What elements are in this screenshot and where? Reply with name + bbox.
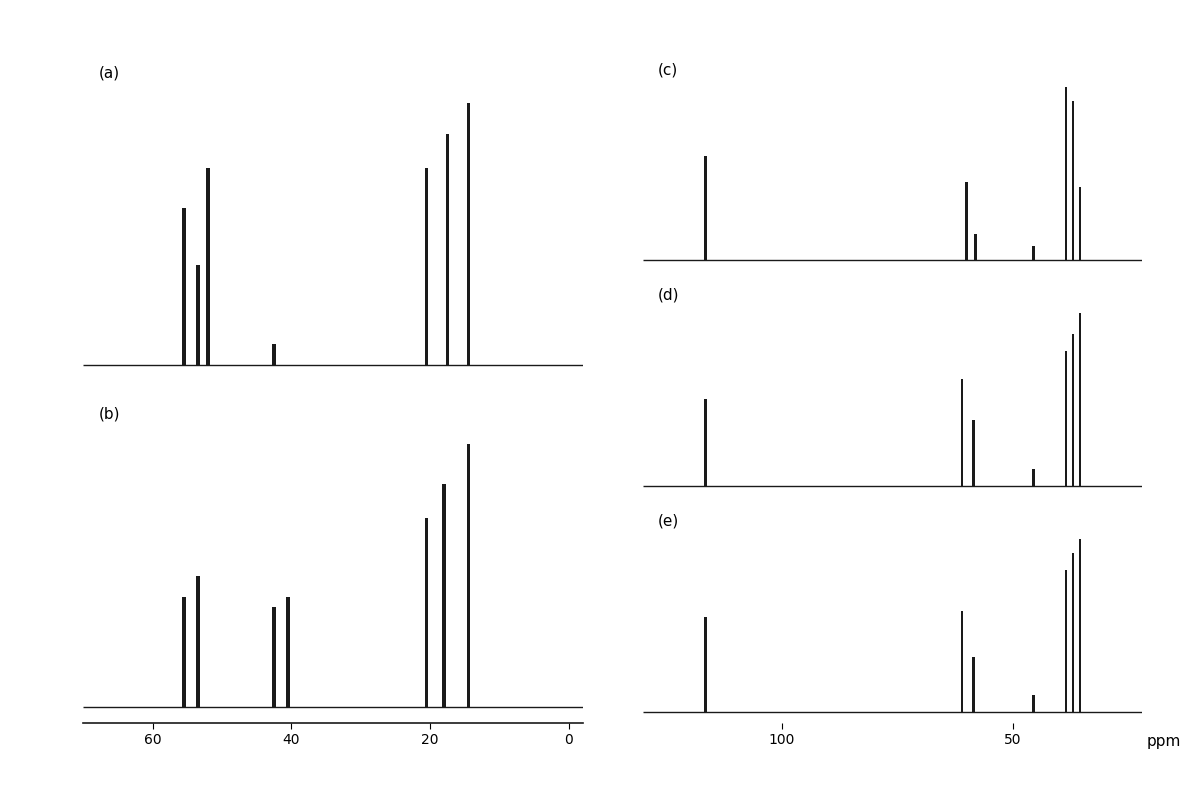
Text: (c): (c): [658, 62, 678, 77]
Text: (a): (a): [99, 65, 119, 80]
Text: (e): (e): [658, 514, 679, 529]
Text: (b): (b): [99, 407, 120, 422]
Text: (d): (d): [658, 288, 679, 303]
Text: ppm: ppm: [1147, 734, 1182, 750]
